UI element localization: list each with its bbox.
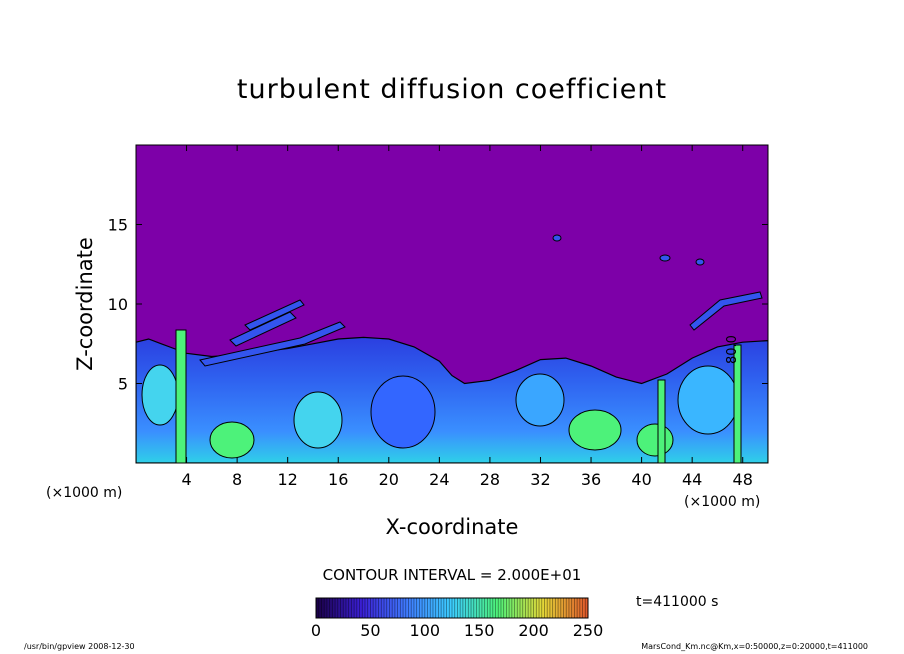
x-tick-label: 20 (379, 470, 399, 489)
y-axis-label: Z-coordinate (73, 237, 97, 371)
footer-source: MarsCond_Km.nc@Km,x=0:50000,z=0:20000,t=… (641, 642, 868, 651)
upper-filaments (199, 234, 763, 367)
colorbar (315, 597, 589, 619)
x-tick-label: 8 (232, 470, 242, 489)
footer-program: /usr/bin/gpview 2008-12-30 (24, 642, 135, 651)
y-tick-label: 15 (108, 216, 128, 235)
x-tick-label: 4 (181, 470, 191, 489)
colorbar-tick-label: 200 (518, 621, 549, 640)
contour-interval: CONTOUR INTERVAL = 2.000E+01 (322, 566, 582, 584)
x-axis: 4 8 12 16 20 24 28 32 36 40 44 48 (181, 145, 753, 489)
x-unit-left: (×1000 m) (46, 485, 122, 501)
x-tick-label: 28 (480, 470, 500, 489)
colorbar-tick-label: 150 (464, 621, 495, 640)
y-axis: 5 10 15 (108, 216, 768, 394)
y-tick-label: 10 (108, 295, 128, 314)
x-axis-label: X-coordinate (386, 515, 519, 539)
x-tick-label: 44 (682, 470, 702, 489)
x-tick-label: 16 (328, 470, 348, 489)
x-tick-label: 12 (278, 470, 298, 489)
x-tick-label: 32 (530, 470, 550, 489)
colorbar-tick-label: 50 (360, 621, 380, 640)
colorbar-ticks: 0 50 100 150 200 250 (311, 621, 603, 640)
colorbar-bar (315, 597, 589, 619)
contour-label: 80.0 (725, 335, 740, 364)
x-tick-label: 48 (733, 470, 753, 489)
vertical-plumes (175, 329, 742, 463)
x-tick-label: 40 (631, 470, 651, 489)
x-tick-label: 24 (429, 470, 449, 489)
eddy-structures (141, 364, 739, 459)
chart-title: turbulent diffusion coefficient (236, 74, 668, 105)
colorbar-tick-label: 0 (311, 621, 321, 640)
x-unit-right: (×1000 m) (684, 494, 760, 510)
colorbar-tick-label: 100 (410, 621, 441, 640)
x-tick-label: 36 (581, 470, 601, 489)
colorbar-tick-label: 250 (573, 621, 604, 640)
y-tick-label: 5 (118, 375, 128, 394)
time-label: t=411000 s (636, 594, 719, 610)
